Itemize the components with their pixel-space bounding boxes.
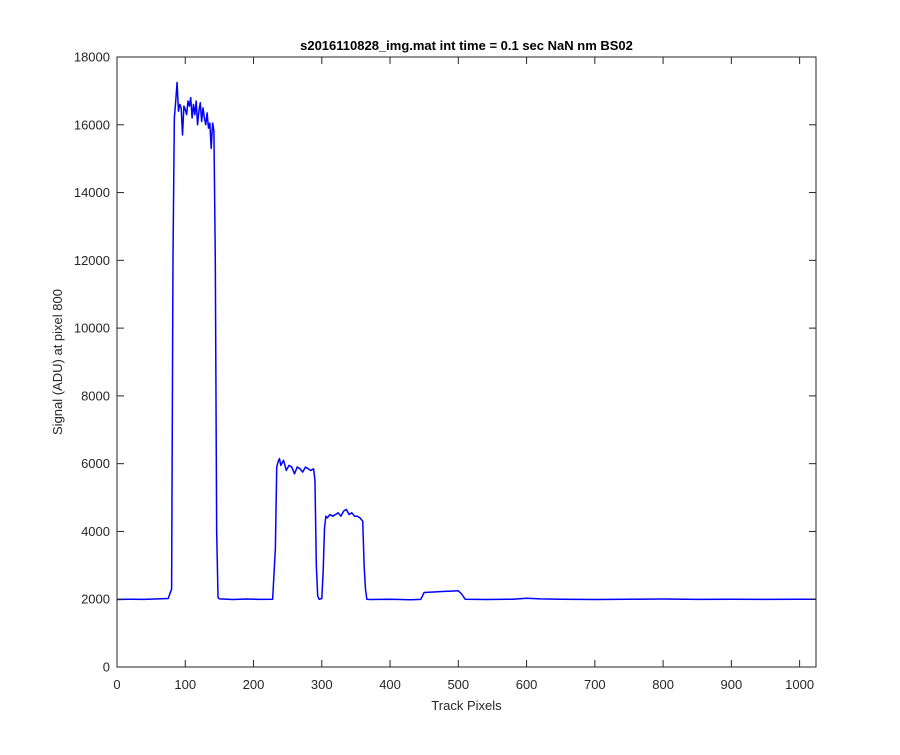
y-tick-label: 2000: [81, 592, 110, 607]
x-tick-label: 1000: [785, 677, 814, 692]
plot-area: [117, 57, 816, 667]
x-tick-label: 900: [721, 677, 743, 692]
x-tick-label: 200: [243, 677, 265, 692]
x-tick-label: 0: [113, 677, 120, 692]
x-tick-label: 300: [311, 677, 333, 692]
series-line-1: [116, 81, 816, 601]
y-tick-label: 10000: [74, 321, 110, 336]
y-axis-label: Signal (ADU) at pixel 800: [50, 289, 65, 435]
y-tick-label: 12000: [74, 253, 110, 268]
y-tick-label: 14000: [74, 185, 110, 200]
y-tick-label: 4000: [81, 524, 110, 539]
y-tick-label: 16000: [74, 117, 110, 132]
series-layer: [116, 81, 816, 601]
x-tick-label: 700: [584, 677, 606, 692]
x-axis-label: Track Pixels: [431, 698, 502, 713]
ticks-layer: 0 100 200 300 400 500 600 700 800 900 100002000400…: [74, 50, 816, 692]
y-tick-label: 0: [103, 660, 110, 675]
x-tick-label: 600: [516, 677, 538, 692]
x-tick-label: 400: [379, 677, 401, 692]
x-tick-label: 100: [174, 677, 196, 692]
axes-box: [116, 56, 817, 668]
chart-title: s2016110828_img.mat int time = 0.1 sec N…: [300, 38, 633, 53]
y-tick-label: 8000: [81, 388, 110, 403]
x-tick-label: 500: [447, 677, 469, 692]
y-tick-label: 6000: [81, 456, 110, 471]
y-tick-label: 18000: [74, 50, 110, 65]
x-tick-label: 800: [652, 677, 674, 692]
